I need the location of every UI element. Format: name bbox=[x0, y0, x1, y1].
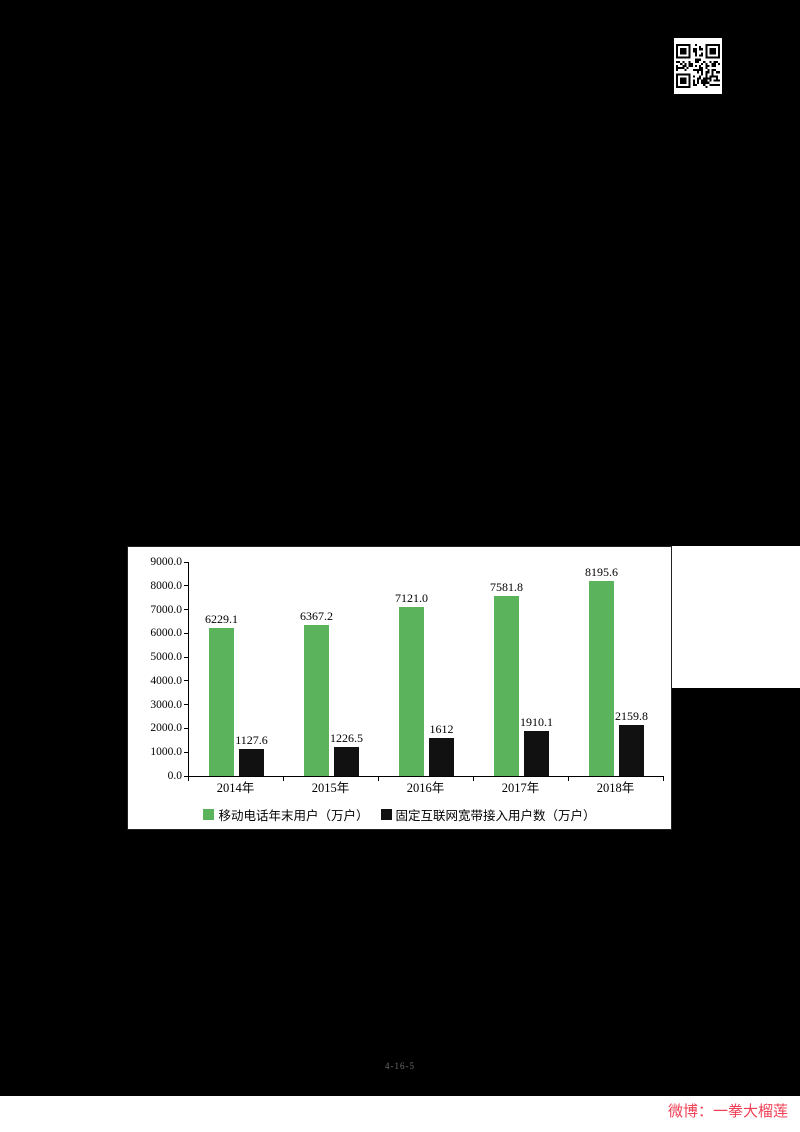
y-axis-tick-label: 6000.0 bbox=[150, 627, 182, 640]
x-axis-tick bbox=[378, 777, 379, 781]
y-axis-tick-label: 5000.0 bbox=[150, 651, 182, 664]
bar-green bbox=[494, 595, 519, 776]
bar-group: 6229.1 1127.6 bbox=[189, 562, 284, 776]
bar-group: 6367.2 1226.5 bbox=[284, 562, 379, 776]
legend-item-mobile: 移动电话年末用户（万户） bbox=[203, 805, 369, 824]
bar-green bbox=[589, 581, 614, 776]
y-axis-tick-label: 1000.0 bbox=[150, 746, 182, 759]
y-axis-tick bbox=[184, 680, 188, 682]
x-axis-category-label: 2016年 bbox=[406, 781, 445, 795]
y-axis-tick bbox=[184, 585, 188, 587]
bar-group: 8195.6 2159.8 bbox=[569, 562, 664, 776]
y-axis-tick-label: 9000.0 bbox=[150, 556, 182, 568]
y-axis-tick bbox=[184, 561, 188, 563]
x-axis-category-label: 2015年 bbox=[311, 781, 350, 795]
bar-unit: 6367.2 bbox=[300, 562, 333, 776]
bar-black bbox=[429, 737, 454, 776]
bar-value-label: 6367.2 bbox=[300, 608, 333, 623]
bar-chart-plot-area: 6229.1 1127.6 6367.2 1226.5 7121.0 1612 7581.8… bbox=[188, 562, 664, 777]
qr-code bbox=[674, 38, 722, 94]
y-axis-tick-label: 2000.0 bbox=[150, 722, 182, 735]
x-axis-tick bbox=[473, 777, 474, 781]
y-axis-tick-label: 7000.0 bbox=[150, 603, 182, 616]
bar-black bbox=[619, 724, 644, 776]
y-axis-tick-label: 8000.0 bbox=[150, 579, 182, 592]
x-axis-category-label: 2017年 bbox=[501, 781, 540, 795]
y-axis-tick bbox=[184, 704, 188, 706]
bar-value-label: 7581.8 bbox=[490, 579, 523, 594]
bar-green bbox=[304, 624, 329, 776]
bar-group: 7121.0 1612 bbox=[379, 562, 474, 776]
y-axis-tick bbox=[184, 656, 188, 658]
bar-value-label: 1127.6 bbox=[235, 733, 268, 748]
legend-swatch-green bbox=[203, 809, 215, 820]
bar-green bbox=[399, 606, 424, 776]
bar-group: 7581.8 1910.1 bbox=[474, 562, 569, 776]
y-axis-tick bbox=[184, 727, 188, 729]
bar-green bbox=[209, 627, 234, 776]
y-axis-tick bbox=[184, 775, 188, 777]
bar-value-label: 7121.0 bbox=[395, 590, 428, 605]
x-axis-tick bbox=[663, 777, 664, 781]
bar-black bbox=[334, 746, 359, 776]
bar-unit: 1910.1 bbox=[520, 562, 553, 776]
bar-unit: 8195.6 bbox=[585, 562, 618, 776]
qr-code-pattern bbox=[676, 44, 720, 88]
x-axis-category-label: 2018年 bbox=[596, 781, 635, 795]
x-axis-tick bbox=[568, 777, 569, 781]
bar-value-label: 1226.5 bbox=[330, 730, 363, 745]
bar-value-label: 1612 bbox=[429, 721, 454, 736]
bar-unit: 6229.1 bbox=[205, 562, 238, 776]
bar-value-label: 8195.6 bbox=[585, 565, 618, 580]
legend-label-mobile: 移动电话年末用户（万户） bbox=[218, 809, 369, 823]
x-axis-tick bbox=[283, 777, 284, 781]
page-white-strip bbox=[672, 546, 800, 688]
chart-legend: 移动电话年末用户（万户） 固定互联网宽带接入用户数（万户） bbox=[128, 805, 671, 824]
y-axis-tick bbox=[184, 609, 188, 611]
bar-value-label: 1910.1 bbox=[520, 714, 553, 729]
y-axis-tick-label: 0.0 bbox=[167, 770, 182, 782]
weibo-watermark: 微博：一拳大榴莲 bbox=[667, 1104, 788, 1120]
bar-unit: 1226.5 bbox=[330, 562, 363, 776]
bar-black bbox=[239, 749, 264, 776]
bar-unit: 7581.8 bbox=[490, 562, 523, 776]
footer-page-mark: 4-16-5 bbox=[385, 1061, 415, 1071]
bar-black bbox=[524, 730, 549, 776]
legend-item-broadband: 固定互联网宽带接入用户数（万户） bbox=[380, 805, 596, 824]
y-axis-tick bbox=[184, 632, 188, 634]
bar-value-label: 6229.1 bbox=[205, 611, 238, 626]
x-axis-tick bbox=[188, 777, 189, 781]
bar-value-label: 2159.8 bbox=[615, 708, 648, 723]
bar-unit: 2159.8 bbox=[615, 562, 648, 776]
bar-unit: 7121.0 bbox=[395, 562, 428, 776]
legend-label-broadband: 固定互联网宽带接入用户数（万户） bbox=[395, 809, 596, 823]
bar-unit: 1612 bbox=[429, 562, 454, 776]
y-axis-tick bbox=[184, 751, 188, 753]
bottom-strip: 微博：一拳大榴莲 bbox=[0, 1096, 800, 1132]
x-axis-category-label: 2014年 bbox=[216, 781, 255, 795]
bar-unit: 1127.6 bbox=[235, 562, 268, 776]
legend-swatch-black bbox=[380, 809, 392, 820]
chart-panel: 6229.1 1127.6 6367.2 1226.5 7121.0 1612 7581.8… bbox=[127, 546, 672, 830]
y-axis-tick-label: 3000.0 bbox=[150, 698, 182, 711]
y-axis-tick-label: 4000.0 bbox=[150, 674, 182, 687]
